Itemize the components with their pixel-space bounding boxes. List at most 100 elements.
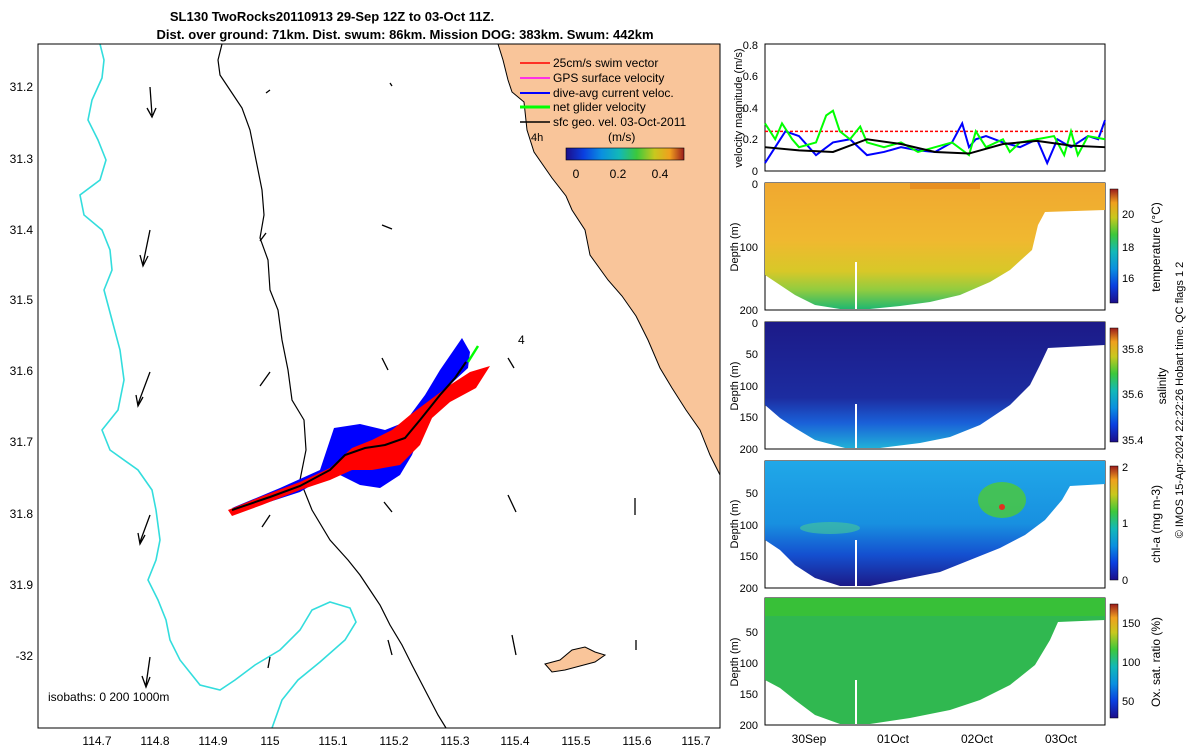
- map-xtick-10: 115.7: [681, 734, 710, 748]
- map-x-ticks: 114.7 114.8 114.9 115 115.1 115.2 115.3 …: [82, 734, 710, 748]
- map-cbar-tick-0: 0: [573, 167, 580, 181]
- legend-current: dive-avg current veloc.: [553, 86, 674, 100]
- time-xtick-0: 30Sep: [792, 732, 827, 746]
- map-title-line2: Dist. over ground: 71km. Dist. swum: 86k…: [156, 27, 653, 42]
- geostrophic-vectors: [135, 82, 637, 689]
- legend-swim: 25cm/s swim vector: [553, 56, 658, 70]
- temperature-panel: 0 100 200 Depth (m) 16 18 20 temperature…: [729, 179, 1163, 317]
- sal-colorbar: [1109, 327, 1119, 443]
- vel-ytick-4: 0.8: [743, 40, 758, 52]
- island: [544, 646, 607, 673]
- sal-ylabel: Depth (m): [729, 362, 741, 411]
- map-y-ticks: 31.2 31.3 31.4 31.5 31.6 31.7 31.8 31.9 …: [10, 80, 34, 663]
- ox-ylabel: Depth (m): [729, 638, 741, 687]
- map-xtick-7: 115.4: [500, 734, 529, 748]
- map-ytick-4: 31.6: [10, 364, 34, 378]
- ox-cbar-tick-0: 50: [1122, 696, 1134, 708]
- annotation-4: 4: [518, 333, 525, 347]
- vel-ytick-2: 0.4: [743, 103, 758, 115]
- chl-cbar-tick-0: 0: [1122, 575, 1128, 587]
- glider-track: [231, 361, 467, 511]
- net-velocity-vector: [466, 345, 480, 363]
- map-legend: 25cm/s swim vector GPS surface velocity …: [520, 56, 687, 181]
- sal-ytick-1: 50: [746, 349, 758, 361]
- map-panel: 25cm/s swim vector GPS surface velocity …: [10, 43, 721, 748]
- map-ytick-1: 31.3: [10, 152, 34, 166]
- isobath-note: isobaths: 0 200 1000m: [48, 690, 169, 704]
- legend-geo: sfc geo. vel. 03-Oct-2011: [553, 115, 687, 129]
- temp-cbar-label: temperature (°C): [1149, 202, 1163, 292]
- map-xtick-4: 115.1: [318, 734, 347, 748]
- map-xtick-5: 115.2: [379, 734, 408, 748]
- isobath-200m: [217, 44, 447, 728]
- map-xtick-1: 114.8: [140, 734, 169, 748]
- temp-colorbar: [1109, 188, 1119, 304]
- sal-ytick-0: 0: [752, 318, 758, 330]
- ox-ytick-3: 200: [740, 720, 758, 732]
- isobath-1000m: [79, 44, 357, 728]
- map-xtick-3: 115: [260, 734, 279, 748]
- legend-net: net glider velocity: [553, 100, 646, 114]
- chl-cbar-tick-1: 1: [1122, 518, 1128, 530]
- ox-cbar-label: Ox. sat. ratio (%): [1149, 617, 1163, 707]
- chl-ytick-2: 150: [740, 551, 758, 563]
- ox-section: [765, 598, 1105, 724]
- sal-cbar-tick-0: 35.4: [1122, 435, 1143, 447]
- salinity-panel: 0 50 100 150 200 Depth (m) 35.4 35.6 35.…: [729, 318, 1169, 456]
- map-title-line1: SL130 TwoRocks20110913 29-Sep 12Z to 03-…: [170, 9, 494, 24]
- vel-ytick-1: 0.2: [743, 134, 758, 146]
- map-ytick-0: 31.2: [10, 80, 34, 94]
- map-ytick-7: 31.9: [10, 578, 34, 592]
- ox-ytick-1: 100: [740, 658, 758, 670]
- sal-cbar-tick-1: 35.6: [1122, 389, 1143, 401]
- oxygen-panel: 50 100 150 200 Depth (m) 50 100 150 Ox. …: [729, 597, 1163, 746]
- sal-cbar-label: salinity: [1155, 368, 1169, 405]
- sal-ytick-4: 200: [740, 444, 758, 456]
- map-cbar-tick-2: 0.4: [652, 167, 669, 181]
- ox-cbar-tick-1: 100: [1122, 657, 1140, 669]
- ox-ytick-2: 150: [740, 689, 758, 701]
- ox-colorbar: [1109, 603, 1119, 719]
- map-ytick-3: 31.5: [10, 293, 34, 307]
- map-ytick-5: 31.7: [10, 435, 34, 449]
- map-xtick-0: 114.7: [82, 734, 111, 748]
- footer-credit: © IMOS 15-Apr-2024 22:22:26 Hobart time.…: [1174, 262, 1186, 539]
- sal-cbar-tick-2: 35.8: [1122, 344, 1143, 356]
- legend-gps: GPS surface velocity: [553, 71, 664, 85]
- chl-ylabel: Depth (m): [729, 500, 741, 549]
- sal-section: [765, 322, 1105, 448]
- map-frame: [37, 43, 721, 729]
- time-xtick-1: 01Oct: [877, 732, 910, 746]
- vel-ylabel: velocity magnitude (m/s): [733, 48, 745, 167]
- velocity-series: [764, 109, 1106, 166]
- temp-ylabel: Depth (m): [729, 223, 741, 272]
- map-colorbar-label: (m/s): [608, 130, 635, 144]
- sal-ytick-2: 100: [740, 381, 758, 393]
- time-xtick-3: 03Oct: [1045, 732, 1078, 746]
- temp-ytick-0: 0: [752, 179, 758, 191]
- temp-section: [765, 183, 1105, 309]
- chl-cbar-label: chl-a (mg m-3): [1149, 485, 1163, 563]
- temp-cbar-tick-2: 20: [1122, 209, 1134, 221]
- temp-warm-patch: [910, 183, 980, 189]
- map-xtick-8: 115.5: [561, 734, 590, 748]
- chl-layer: [800, 522, 860, 534]
- chl-cbar-tick-2: 2: [1122, 462, 1128, 474]
- ox-cbar-tick-2: 150: [1122, 618, 1140, 630]
- annotation-4h: 4h: [531, 132, 543, 144]
- chl-ytick-0: 50: [746, 488, 758, 500]
- chl-ytick-3: 200: [740, 583, 758, 595]
- time-xtick-2: 02Oct: [961, 732, 994, 746]
- vel-series-3: [764, 138, 1106, 155]
- map-xtick-6: 115.3: [440, 734, 469, 748]
- ox-surface: [765, 598, 1105, 616]
- temp-ytick-2: 200: [740, 305, 758, 317]
- map-xtick-2: 114.9: [198, 734, 227, 748]
- map-xtick-9: 115.6: [622, 734, 651, 748]
- map-ytick-8: -32: [16, 649, 34, 663]
- chl-peak: [999, 504, 1005, 510]
- chl-bloom: [978, 482, 1026, 518]
- swim-vector-swath: [228, 366, 490, 516]
- map-colorbar: [565, 147, 685, 161]
